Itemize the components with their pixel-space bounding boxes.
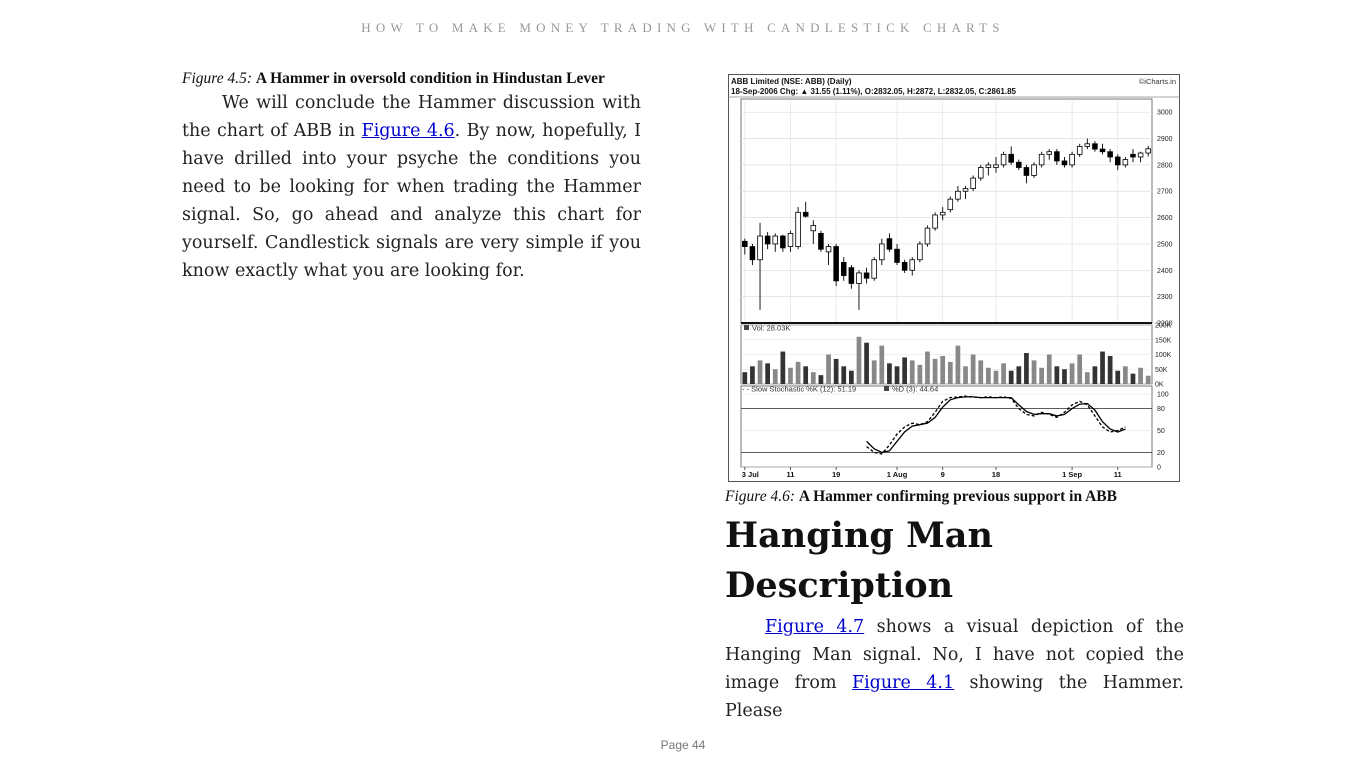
figure-label: Figure 4.6: <box>725 488 795 505</box>
hammer-conclusion-paragraph: We will conclude the Hammer discussion w… <box>182 89 641 285</box>
figure-title: A Hammer in oversold condition in Hindus… <box>256 70 605 87</box>
figure-4-5-caption: Figure 4.5: A Hammer in oversold conditi… <box>182 68 641 89</box>
figure-title: A Hammer confirming previous support in … <box>799 488 1117 505</box>
left-column: Figure 4.5: A Hammer in oversold conditi… <box>182 68 641 285</box>
section-heading: Hanging Man Description <box>725 511 1184 611</box>
figure-spacer <box>725 68 1184 486</box>
figure-4-6-caption: Figure 4.6: A Hammer confirming previous… <box>725 486 1184 507</box>
right-column: Figure 4.6: A Hammer confirming previous… <box>725 68 1184 725</box>
figure-label: Figure 4.5: <box>182 70 252 87</box>
running-header: HOW TO MAKE MONEY TRADING WITH CANDLESTI… <box>0 20 1366 36</box>
figure-4-7-link[interactable]: Figure 4.7 <box>765 617 864 637</box>
paragraph-text: . By now, hopefully, I have drilled into… <box>182 121 641 281</box>
figure-4-1-link[interactable]: Figure 4.1 <box>852 673 954 693</box>
page-number: Page 44 <box>0 738 1366 752</box>
hanging-man-paragraph: Figure 4.7 shows a visual depiction of t… <box>725 613 1184 725</box>
figure-4-6-link[interactable]: Figure 4.6 <box>362 121 455 141</box>
